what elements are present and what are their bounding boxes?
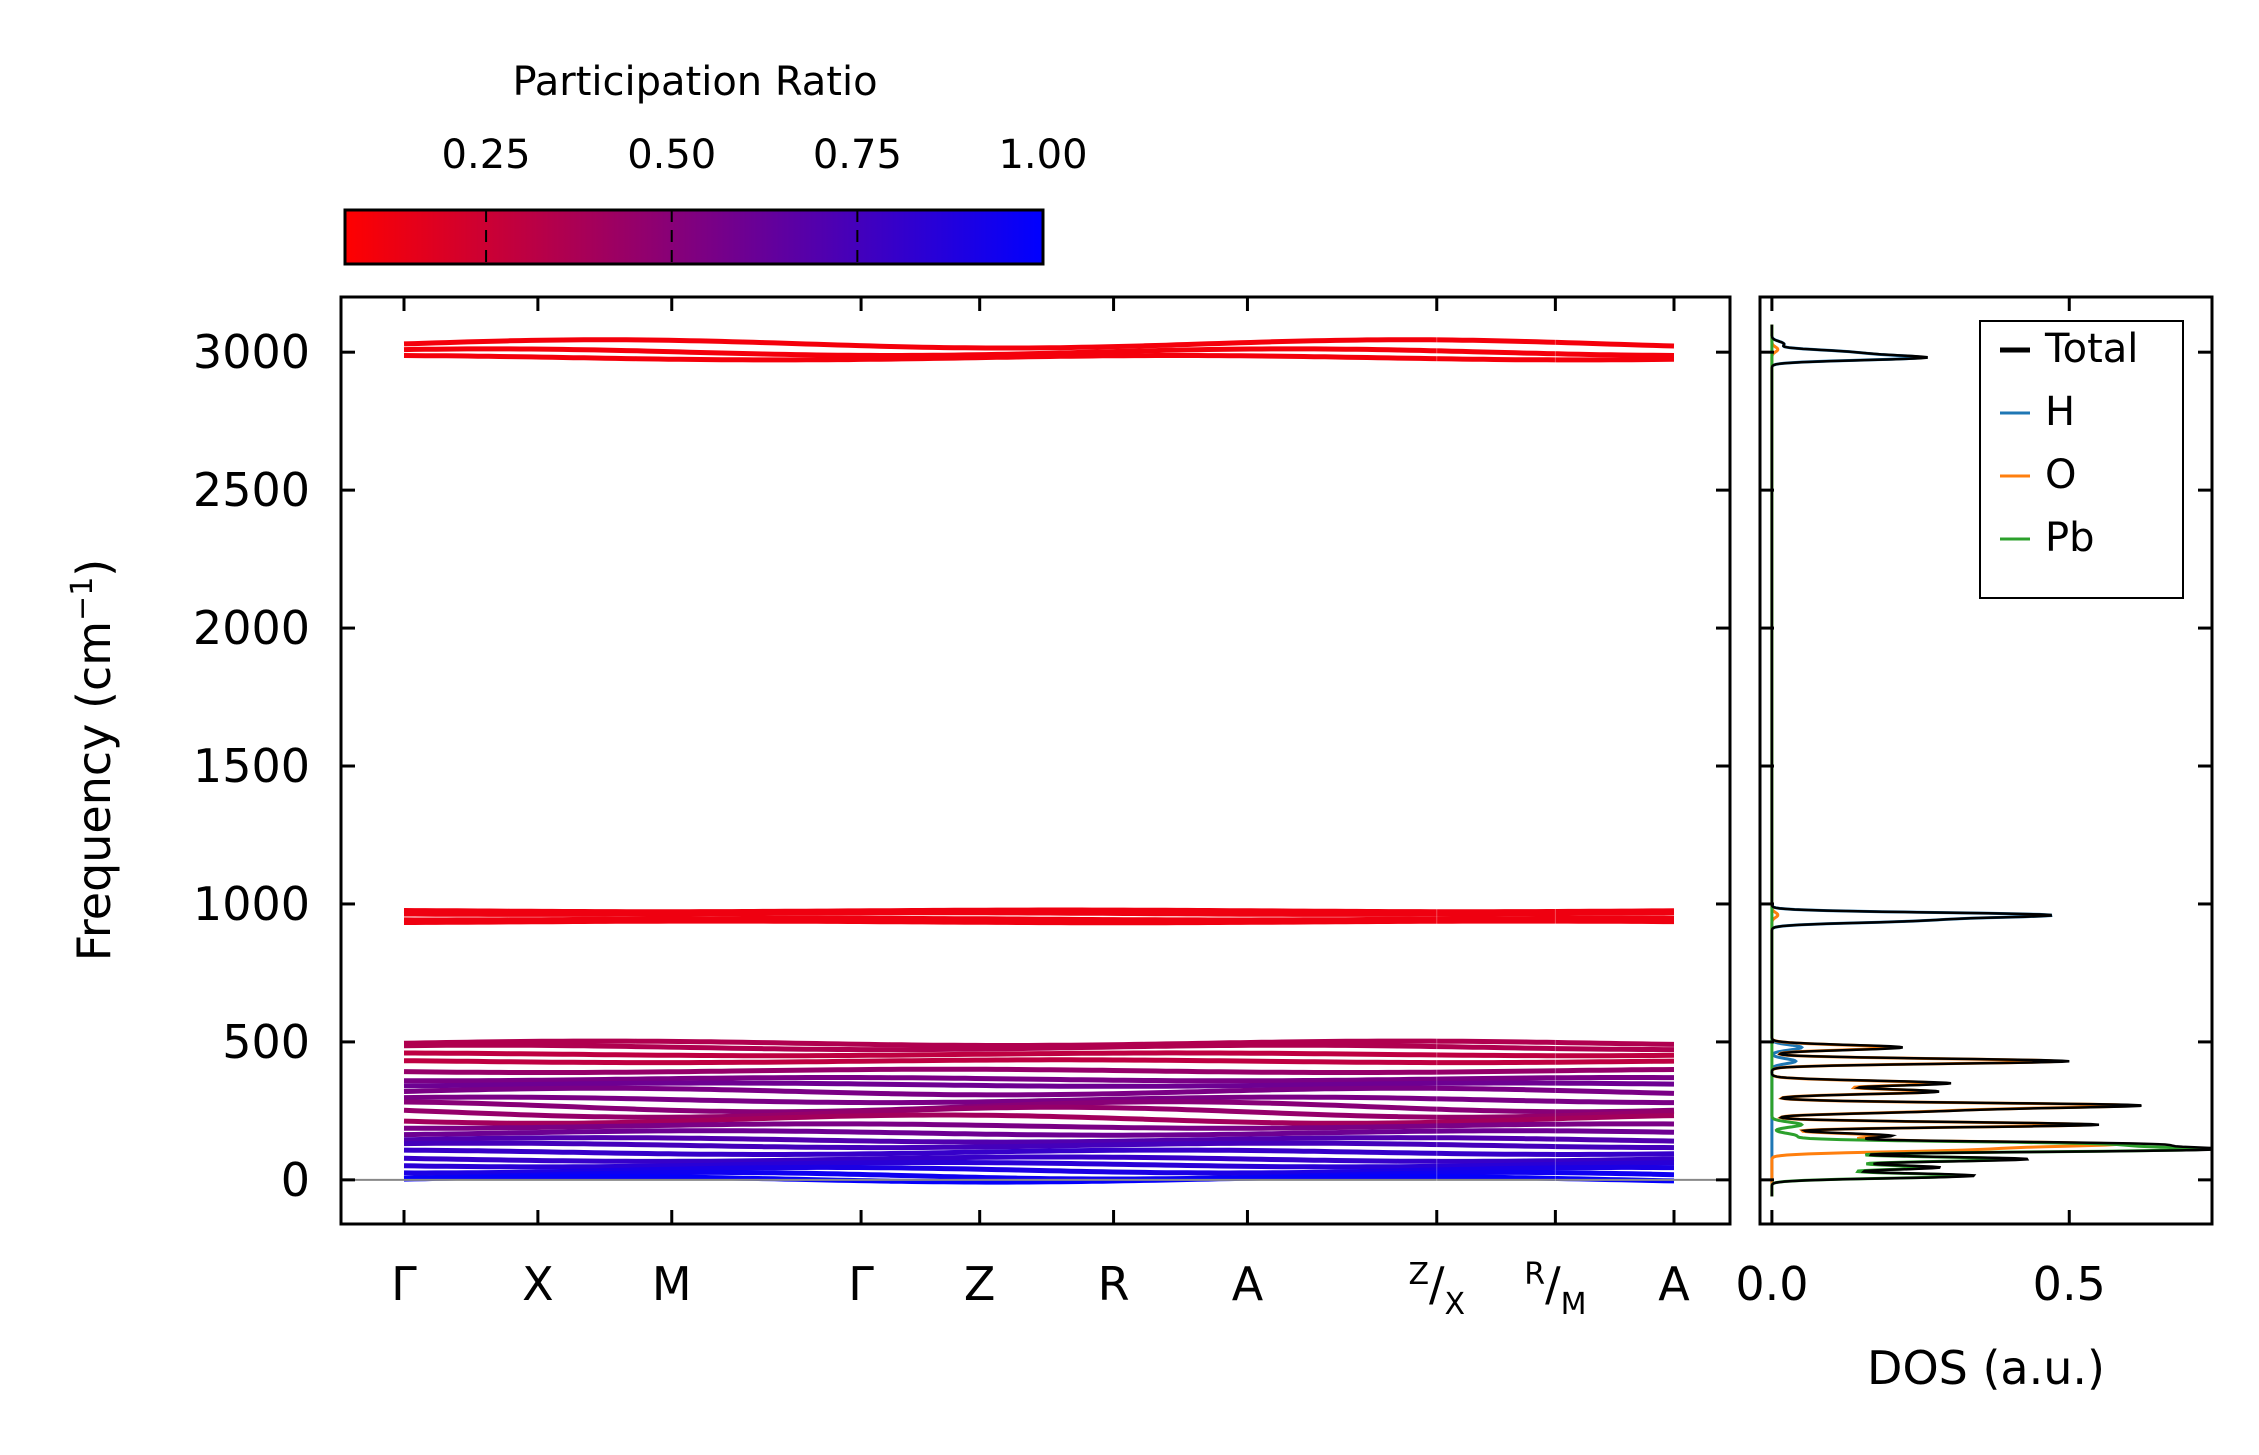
y-tick-label: 500 (222, 1015, 310, 1069)
phonon-band (403, 1164, 1674, 1176)
legend-label-pb: Pb (2045, 515, 2095, 561)
dos-axes-frame (1758, 295, 2214, 1226)
k-point-label: A (1232, 1257, 1264, 1311)
k-point-label: X (522, 1257, 554, 1311)
phonon-band (403, 1121, 1675, 1131)
dos-x-axis-label: DOS (a.u.) (1867, 1341, 2105, 1395)
legend-box (1979, 320, 2184, 599)
phonon-band (403, 1147, 1675, 1157)
phonon-band (403, 1038, 1675, 1048)
phonon-band (403, 1112, 1675, 1126)
phonon-band (403, 1085, 1675, 1098)
phonon-band (403, 1154, 1675, 1164)
colorbar: Participation Ratio 0.25 0.50 0.75 1.00 (343, 59, 1088, 266)
phonon-band (403, 1066, 1675, 1075)
y-axis-label: Frequency (cm−1) (65, 559, 121, 962)
colorbar-tick-label: 1.00 (998, 132, 1087, 178)
band-axes-frame (339, 295, 1732, 1226)
phonon-band (403, 1160, 1675, 1170)
y-tick-label: 1500 (193, 739, 310, 793)
phonon-band (403, 1169, 1675, 1182)
phonon-band (403, 1057, 1675, 1066)
phonon-band (403, 1080, 1675, 1089)
phonon-band (403, 1042, 1674, 1053)
colorbar-tick-label: 0.75 (813, 132, 902, 178)
colorbar-gradient (343, 208, 1045, 266)
k-point-label: Z (964, 1257, 996, 1311)
dos-x-tick-label: 0.0 (1735, 1257, 1808, 1311)
phonon-band (403, 1173, 1675, 1185)
k-point-label: M (652, 1257, 692, 1311)
phonon-band (404, 918, 1674, 926)
k-point-label: Γ (848, 1257, 874, 1311)
colorbar-tick-label: 0.25 (442, 132, 531, 178)
phonon-band (404, 1075, 1674, 1084)
phonon-band (403, 1104, 1675, 1120)
phonon-band (403, 1099, 1675, 1115)
y-tick-label: 2500 (193, 463, 310, 517)
colorbar-tick-label: 0.50 (627, 132, 716, 178)
k-point-label: R/M (1524, 1257, 1586, 1322)
phonon-band (403, 1140, 1675, 1151)
y-tick-label: 3000 (193, 325, 310, 379)
phonon-band (404, 1050, 1675, 1059)
k-point-label: Z/X (1408, 1257, 1465, 1322)
legend-label-total: Total (2044, 326, 2138, 372)
k-point-label: Γ (391, 1257, 417, 1311)
phonon-band (403, 1135, 1675, 1145)
legend-label-h: H (2045, 389, 2075, 435)
k-point-label: A (1658, 1257, 1690, 1311)
legend-label-o: O (2045, 452, 2076, 498)
y-tick-label: 2000 (193, 601, 310, 655)
phonon-band (404, 910, 1675, 917)
dos-panel: 0.0 0.5 DOS (a.u.) Total HO Pb (1735, 295, 2214, 1395)
y-tick-label: 1000 (193, 877, 310, 931)
phonon-band (403, 346, 1675, 358)
legend: Total HO Pb (1979, 320, 2184, 599)
phonon-band (403, 337, 1675, 351)
y-tick-label: 0 (281, 1153, 310, 1207)
k-point-label: R (1098, 1257, 1130, 1311)
dos-series-total (1770, 324, 2212, 1197)
colorbar-title: Participation Ratio (512, 59, 877, 105)
phonon-band (403, 353, 1675, 363)
phonon-band (403, 1128, 1675, 1138)
dos-x-tick-label: 0.5 (2033, 1257, 2106, 1311)
phonon-band (403, 1094, 1674, 1106)
